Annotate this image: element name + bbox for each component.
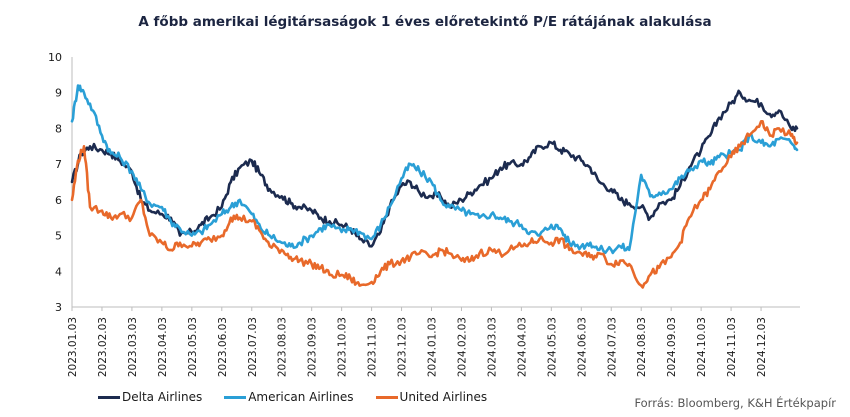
x-tick-label: 2023.06.03 <box>217 317 229 377</box>
y-tick-label: 10 <box>48 51 62 64</box>
legend-swatch-delta <box>98 395 120 399</box>
y-tick-label: 6 <box>55 194 62 207</box>
y-tick-label: 9 <box>55 87 62 100</box>
x-tick-label: 2023.02.03 <box>97 317 109 377</box>
y-tick-label: 7 <box>55 158 62 171</box>
x-tick-label: 2023.04.03 <box>157 317 169 377</box>
legend-swatch-united <box>375 395 398 399</box>
x-tick-label: 2023.01.03 <box>67 317 79 377</box>
x-tick-label: 2023.05.03 <box>187 317 199 377</box>
x-tick-label: 2024.09.03 <box>666 317 678 377</box>
legend-swatch-american <box>224 395 247 399</box>
x-tick-label: 2023.10.03 <box>337 317 349 377</box>
y-tick-label: 5 <box>55 230 62 243</box>
source-note: Forrás: Bloomberg, K&H Értékpapír <box>634 396 836 410</box>
x-tick-label: 2024.12.03 <box>756 317 768 377</box>
x-tick-label: 2024.10.03 <box>696 317 708 377</box>
x-tick-label: 2024.07.03 <box>606 317 618 377</box>
x-tick-label: 2023.12.03 <box>397 317 409 377</box>
legend-label-american: American Airlines <box>248 390 354 404</box>
x-tick-label: 2024.05.03 <box>546 317 558 377</box>
legend-label-united: United Airlines <box>399 390 488 404</box>
x-tick-label: 2024.02.03 <box>456 317 468 377</box>
legend-label-delta: Delta Airlines <box>122 390 203 404</box>
legend-item-united: United Airlines <box>375 390 488 404</box>
chart-title: A főbb amerikai légitársaságok 1 éves el… <box>138 14 712 30</box>
x-tick-label: 2023.11.03 <box>367 317 379 377</box>
x-tick-label: 2024.03.03 <box>486 317 498 377</box>
x-tick-label: 2023.07.03 <box>247 317 259 377</box>
x-tick-label: 2023.08.03 <box>277 317 289 377</box>
x-tick-label: 2023.03.03 <box>127 317 139 377</box>
y-tick-label: 4 <box>55 265 62 278</box>
x-tick-label: 2024.11.03 <box>726 317 738 377</box>
legend-item-delta: Delta Airlines <box>98 390 202 404</box>
x-tick-label: 2024.01.03 <box>427 317 439 377</box>
legend-item-american: American Airlines <box>224 390 354 404</box>
y-tick-label: 8 <box>55 122 62 135</box>
series-line-american <box>70 84 799 255</box>
x-tick-label: 2024.06.03 <box>576 317 588 377</box>
y-tick-label: 3 <box>55 301 62 314</box>
x-tick-label: 2023.09.03 <box>307 317 319 377</box>
series-line-united <box>70 120 799 289</box>
chart-legend: Delta Airlines American Airlines United … <box>98 390 509 404</box>
x-tick-label: 2024.04.03 <box>516 317 528 377</box>
x-tick-label: 2024.08.03 <box>636 317 648 377</box>
